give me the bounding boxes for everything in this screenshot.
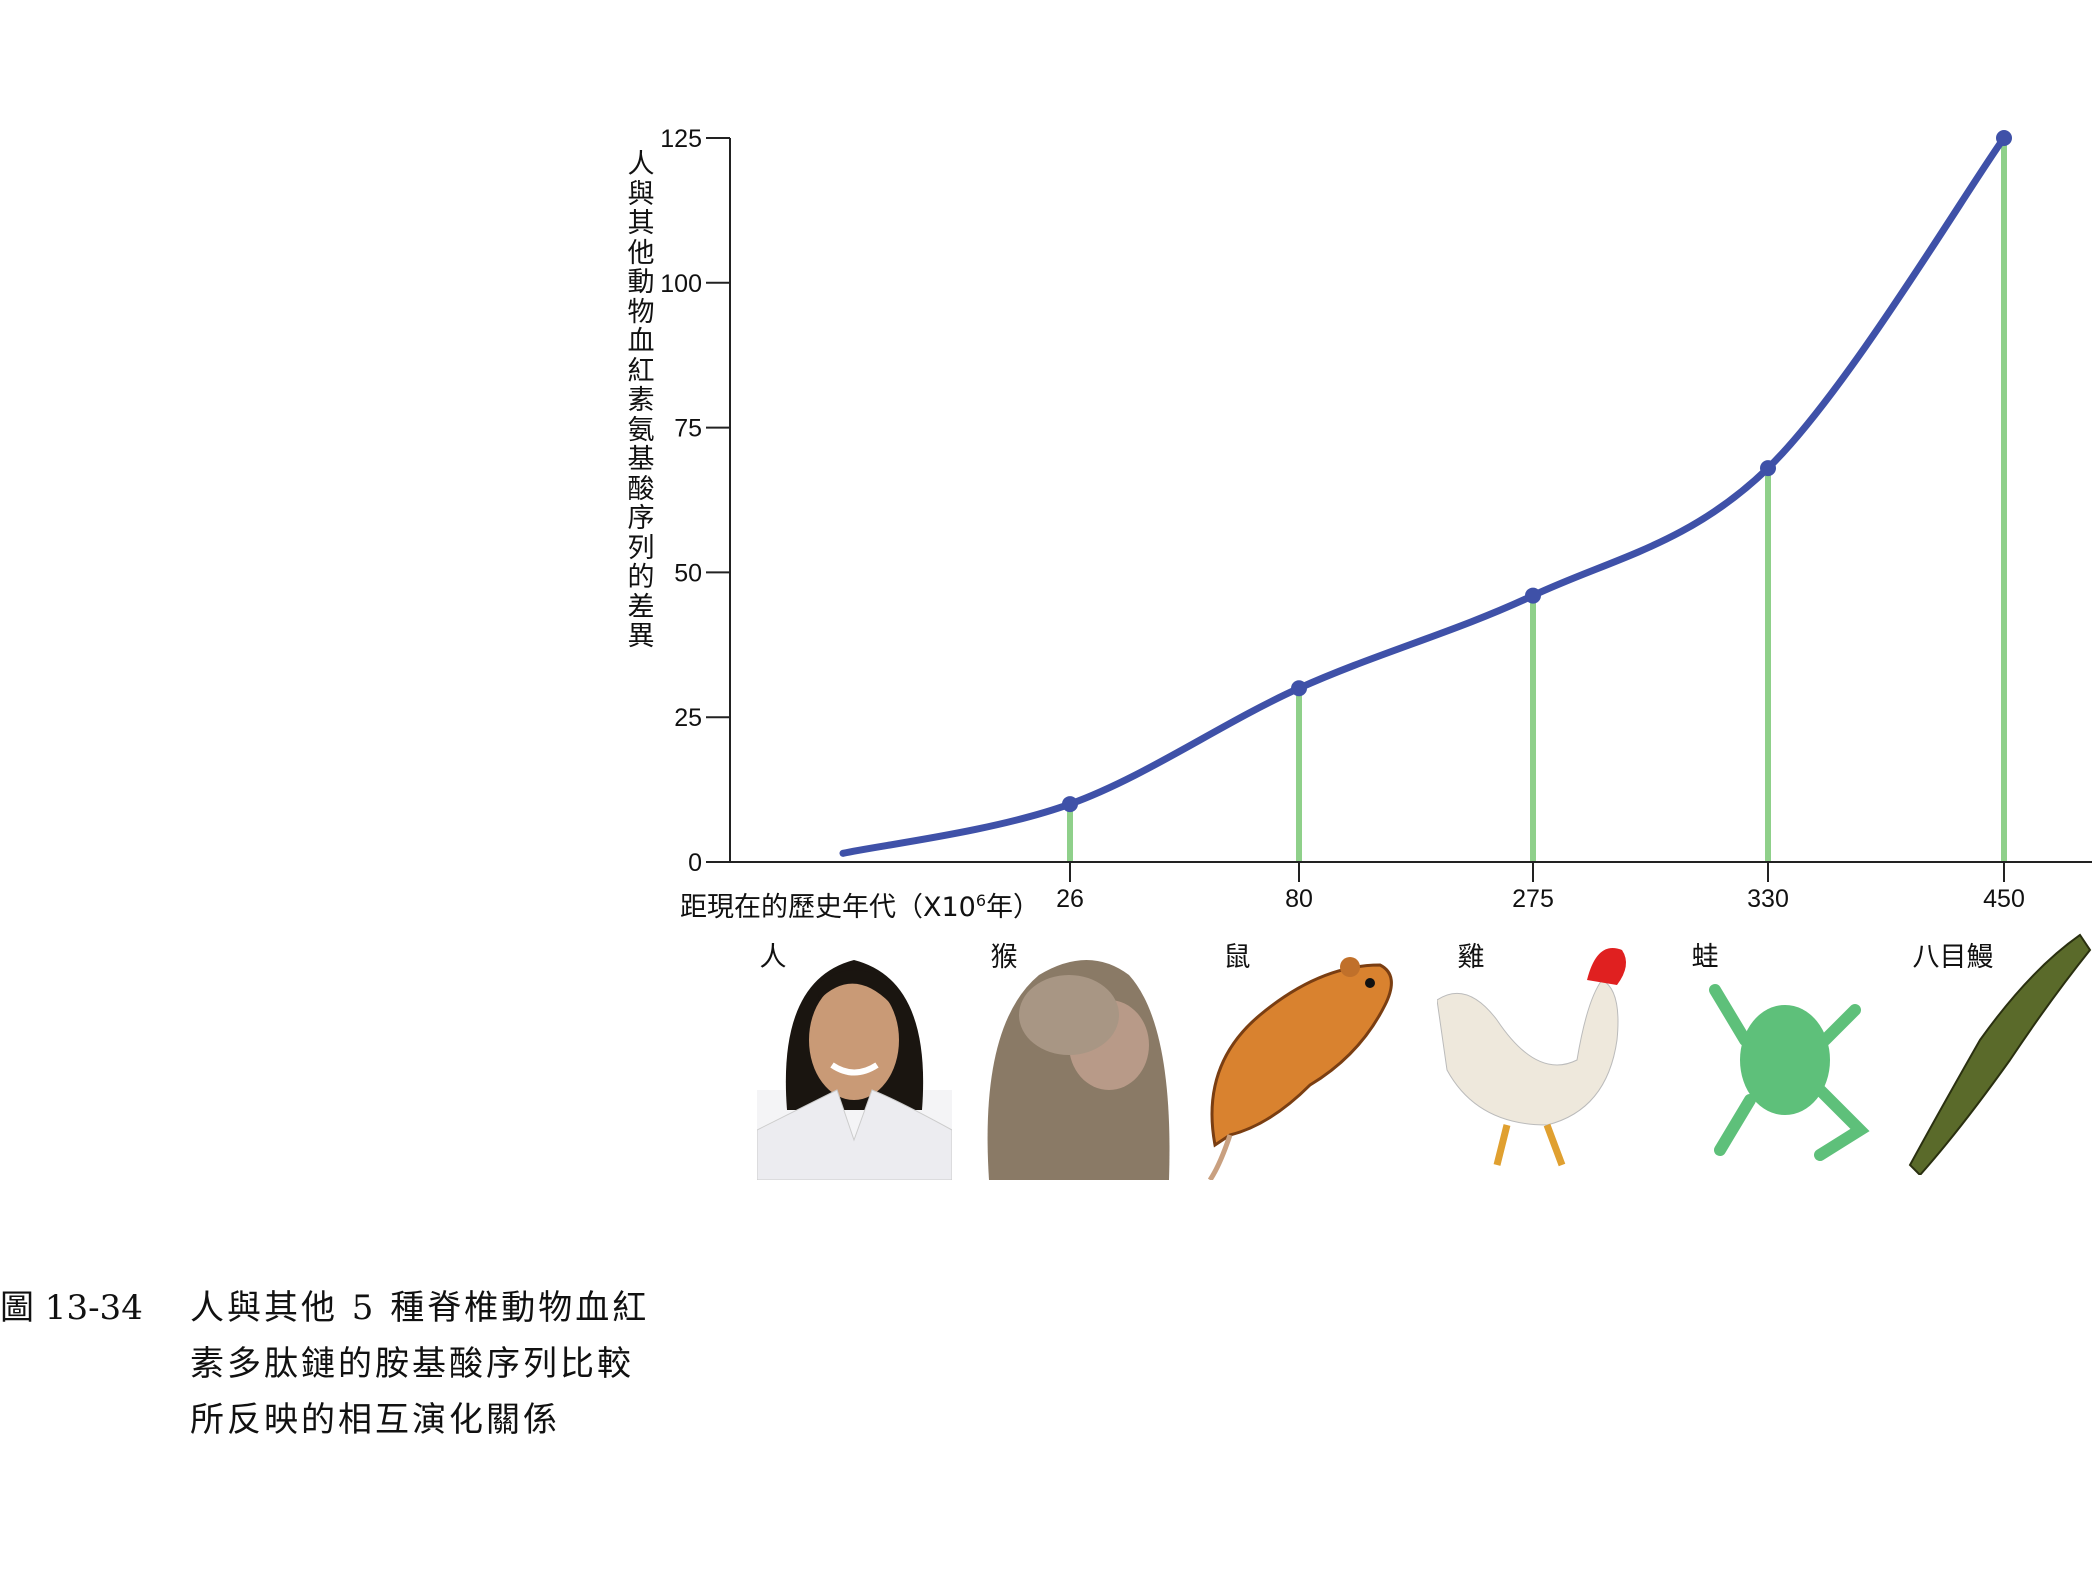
x-tick-label: 80 [1285,885,1313,913]
label-lamprey: 八目鰻 [1912,942,1994,973]
data-point [1996,130,2012,146]
label-frog: 蛙 [1691,942,1719,973]
x-label-suffix: 年） [986,892,1041,923]
y-tick-label: 75 [674,415,702,443]
data-point [1525,587,1541,604]
data-point [1062,796,1078,813]
x-tick-label: 26 [1056,885,1084,913]
x-tick-label: 275 [1512,885,1554,913]
y-axis-label: 人與其他動物血紅素氨基酸序列的差異 [627,149,655,652]
y-tick-label: 100 [660,270,702,298]
lamprey-image [1908,933,2092,1175]
label-monkey: 猴 [990,942,1018,973]
x-tick-label: 330 [1747,885,1789,913]
caption-line: 素多肽鏈的胺基酸序列比較 [190,1344,634,1384]
y-tick-label: 0 [688,849,702,877]
frog-image [1709,984,1870,1161]
y-tick-label: 125 [660,125,702,153]
chicken-image [1437,948,1626,1167]
caption-line: 所反映的相互演化關係 [190,1400,560,1440]
caption-number: 圖 13-34 [0,1288,143,1328]
x-label-prefix: 距現在的歷史年代（X10 [680,892,976,923]
y-tick-label: 25 [674,704,702,732]
x-label-sup: 6 [975,891,987,910]
caption-line: 人與其他 5 種脊椎動物血紅 [190,1288,650,1328]
x-axis-label: 距現在的歷史年代（X106年） [680,885,1040,924]
x-tick-label: 450 [1983,885,2025,913]
data-point [1760,460,1776,477]
monkey-image [987,960,1170,1180]
label-rat: 鼠 [1223,942,1251,973]
data-line [839,134,2008,857]
human-image [757,960,952,1180]
label-human: 人 [759,942,787,973]
data-point [1291,680,1307,697]
y-tick-label: 50 [674,559,702,587]
rat-image [1207,957,1393,1180]
label-chicken: 雞 [1457,942,1485,973]
